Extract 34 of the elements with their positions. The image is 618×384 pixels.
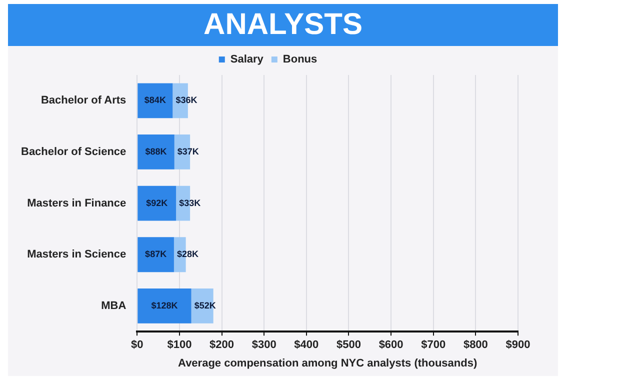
x-tick-label: $400 xyxy=(294,339,319,352)
data-label: $52K xyxy=(194,300,216,310)
x-tick-label: $600 xyxy=(378,339,404,352)
bar xyxy=(138,186,176,221)
data-label: $37K xyxy=(177,146,200,156)
y-tick-label: Bachelor of Arts xyxy=(40,94,126,107)
data-label: $28K xyxy=(176,249,199,260)
data-label: $33K xyxy=(179,198,202,208)
y-tick-label: Masters in Finance xyxy=(27,197,126,210)
data-label: $88K xyxy=(145,146,168,156)
x-tick-label: $800 xyxy=(463,339,488,352)
bar xyxy=(138,288,192,324)
x-tick-label: $500 xyxy=(336,339,361,352)
bar xyxy=(138,237,174,272)
legend-label: Bonus xyxy=(282,54,318,66)
x-tick-label: $200 xyxy=(210,339,234,352)
bar xyxy=(138,83,173,118)
data-label: $92K xyxy=(146,198,168,208)
legend-label: Salary xyxy=(230,54,264,66)
y-tick-label: Masters in Science xyxy=(27,248,126,261)
data-label: $87K xyxy=(145,249,168,260)
chart-title: ANALYSTS xyxy=(8,4,558,46)
data-label: $84K xyxy=(144,95,166,106)
data-label: $36K xyxy=(176,95,198,106)
x-tick-label: $300 xyxy=(252,339,276,352)
y-tick-label: Bachelor of Science xyxy=(20,146,126,158)
x-tick-label: $900 xyxy=(506,339,530,352)
x-tick-label: $100 xyxy=(167,339,192,352)
y-tick-label: MBA xyxy=(101,300,126,312)
data-label: $128K xyxy=(151,300,178,310)
bar xyxy=(138,134,174,170)
x-tick-label: $700 xyxy=(421,339,446,352)
x-tick-label: $0 xyxy=(131,339,144,352)
x-axis-title: Average compensation among NYC analysts (thousands) xyxy=(178,357,478,370)
